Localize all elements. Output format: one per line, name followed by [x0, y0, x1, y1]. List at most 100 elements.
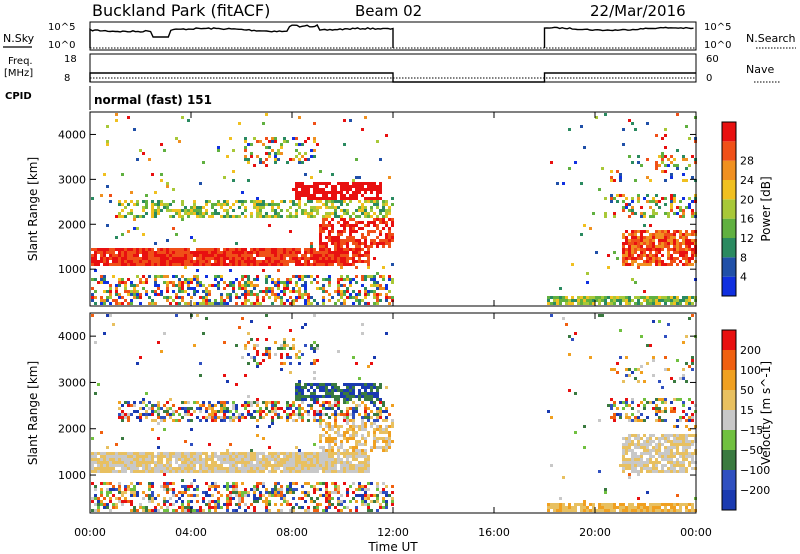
velocity-cell [271, 470, 274, 473]
velocity-cell [352, 413, 355, 416]
power-cell [658, 263, 661, 266]
velocity-cell [190, 452, 193, 455]
velocity-cell [187, 506, 190, 509]
power-cell [289, 296, 292, 299]
power-cell [655, 251, 658, 254]
velocity-cell [313, 464, 316, 467]
power-cell [163, 203, 166, 206]
velocity-cell [385, 446, 388, 449]
velocity-cell [184, 485, 187, 488]
velocity-cell [136, 464, 139, 467]
power-cell [199, 302, 202, 305]
velocity-cell [685, 506, 688, 509]
velocity-cell [232, 416, 235, 419]
power-cell [667, 248, 670, 251]
power-cell [271, 290, 274, 293]
velocity-cell [610, 503, 613, 506]
power-cell [202, 257, 205, 260]
velocity-cell [334, 404, 337, 407]
velocity-cell [322, 419, 325, 422]
velocity-cell [166, 407, 169, 410]
power-cell [328, 230, 331, 233]
power-cell [646, 158, 649, 161]
power-cell [355, 191, 358, 194]
power-cell [628, 302, 631, 305]
velocity-cell [664, 419, 667, 422]
power-cell [304, 203, 307, 206]
power-cell [358, 293, 361, 296]
velocity-cell [343, 416, 346, 419]
velocity-cell [328, 425, 331, 428]
power-cell [226, 257, 229, 260]
velocity-cell [292, 506, 295, 509]
power-cell [139, 302, 142, 305]
power-cell [349, 236, 352, 239]
power-cell [256, 278, 259, 281]
power-cell [247, 179, 250, 182]
power-cell [352, 248, 355, 251]
velocity-cell [373, 446, 376, 449]
power-cell [226, 215, 229, 218]
power-cell [325, 254, 328, 257]
power-cell [604, 296, 607, 299]
power-cell [139, 215, 142, 218]
power-cell [328, 281, 331, 284]
velocity-cell [259, 458, 262, 461]
power-cell [646, 230, 649, 233]
velocity-cell [376, 440, 379, 443]
velocity-cell [100, 488, 103, 491]
power-cell [361, 188, 364, 191]
velocity-cell [112, 494, 115, 497]
velocity-cell [628, 419, 631, 422]
power-cell [94, 302, 97, 305]
velocity-cell [592, 506, 595, 509]
velocity-cell [601, 506, 604, 509]
velocity-cell [337, 401, 340, 404]
power-cell [286, 260, 289, 263]
power-cell [232, 209, 235, 212]
velocity-cell [277, 455, 280, 458]
velocity-cell [322, 404, 325, 407]
velocity-cell [691, 434, 694, 437]
power-cell [244, 275, 247, 278]
velocity-cell [280, 470, 283, 473]
power-cell [151, 290, 154, 293]
velocity-cell [676, 359, 679, 362]
velocity-cell [109, 461, 112, 464]
power-cell [169, 251, 172, 254]
power-cell [136, 290, 139, 293]
velocity-cell [289, 467, 292, 470]
velocity-cell [643, 464, 646, 467]
power-cell [658, 233, 661, 236]
velocity-cell [181, 506, 184, 509]
power-cell [376, 185, 379, 188]
velocity-cell [130, 455, 133, 458]
velocity-cell [373, 395, 376, 398]
power-cell [277, 278, 280, 281]
power-cell [667, 299, 670, 302]
velocity-cell [340, 467, 343, 470]
power-cell [118, 251, 121, 254]
power-cell [205, 302, 208, 305]
velocity-cell [361, 434, 364, 437]
power-cell [103, 263, 106, 266]
velocity-cell [682, 410, 685, 413]
power-cell [613, 179, 616, 182]
power-cell [595, 116, 598, 119]
power-cell [220, 302, 223, 305]
power-cell [625, 254, 628, 257]
power-cell [664, 302, 667, 305]
power-cell [223, 299, 226, 302]
velocity-cell [667, 503, 670, 506]
velocity-cell [385, 437, 388, 440]
velocity-cell [199, 464, 202, 467]
power-cell [163, 296, 166, 299]
power-cell [298, 251, 301, 254]
velocity-cell [307, 413, 310, 416]
velocity-cell [340, 392, 343, 395]
power-cell [94, 248, 97, 251]
velocity-cell [334, 488, 337, 491]
power-cell [262, 269, 265, 272]
power-cell [280, 299, 283, 302]
power-cell [331, 224, 334, 227]
